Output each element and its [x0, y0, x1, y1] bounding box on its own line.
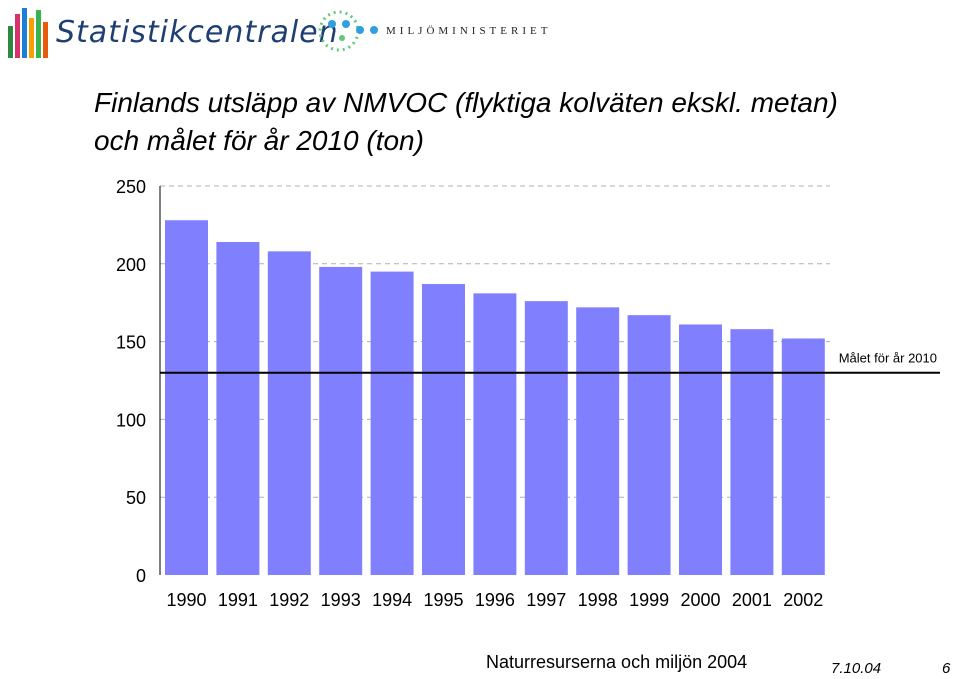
- x-tick-label: 2001: [732, 590, 772, 610]
- y-tick-label: 250: [116, 177, 146, 197]
- y-tick-label: 200: [116, 255, 146, 275]
- miljoministeriet-logo: MILJÖMINISTERIET: [314, 6, 551, 56]
- x-tick-label: 1996: [475, 590, 515, 610]
- bar-2001: [730, 329, 774, 575]
- y-tick-label: 150: [116, 333, 146, 353]
- bar-1998: [576, 307, 620, 575]
- x-tick-label: 1993: [321, 590, 361, 610]
- chart-title-line-1: Finlands utsläpp av NMVOC (flyktiga kolv…: [94, 87, 838, 118]
- axis-layer: 0 50 100 150 200 250 1990 1991 1992 1993 1994 1995 1…: [116, 177, 823, 610]
- x-tick-label: 2000: [680, 590, 720, 610]
- bar-1996: [473, 293, 517, 575]
- bar-1993: [319, 266, 363, 575]
- x-tick-label: 1994: [372, 590, 412, 610]
- statistikcentralen-logo-text: Statistikcentralen: [56, 14, 339, 50]
- bar-1997: [524, 301, 568, 575]
- target-layer: Målet för år 2010: [160, 351, 940, 374]
- chart-title-line-2: och målet för år 2010 (ton): [94, 125, 424, 156]
- bar-1991: [216, 242, 260, 576]
- statistikcentralen-logo-mark: [8, 8, 48, 58]
- y-tick-label: 100: [116, 410, 146, 430]
- chart-title: Finlands utsläpp av NMVOC (flyktiga kolv…: [94, 84, 914, 160]
- bar-2002: [781, 338, 825, 575]
- x-tick-label: 1990: [166, 590, 206, 610]
- miljoministeriet-logo-mark: [318, 10, 378, 52]
- x-tick-label: 2002: [783, 590, 823, 610]
- y-tick-label: 50: [126, 488, 146, 508]
- bars-layer: [165, 220, 825, 576]
- bar-1995: [422, 284, 465, 575]
- bar-1990: [165, 220, 208, 575]
- footer-date: 7.10.04: [831, 660, 882, 677]
- x-tick-label: 1998: [578, 590, 618, 610]
- statistikcentralen-logo: Statistikcentralen: [6, 4, 339, 60]
- x-tick-label: 1995: [423, 590, 463, 610]
- footer-source: Naturresurserna och miljön 2004: [486, 652, 748, 672]
- bar-1999: [627, 315, 671, 575]
- x-tick-label: 1992: [269, 590, 309, 610]
- bar-1992: [267, 251, 311, 576]
- bar-2000: [679, 324, 722, 575]
- x-tick-label: 1997: [526, 590, 566, 610]
- footer-page-number: 6: [942, 660, 951, 677]
- x-tick-label: 1999: [629, 590, 669, 610]
- y-tick-label: 0: [136, 566, 146, 586]
- target-label: Målet för år 2010: [839, 351, 937, 366]
- miljoministeriet-logo-text: MILJÖMINISTERIET: [386, 25, 552, 37]
- bar-1994: [370, 271, 414, 575]
- x-tick-label: 1991: [218, 590, 258, 610]
